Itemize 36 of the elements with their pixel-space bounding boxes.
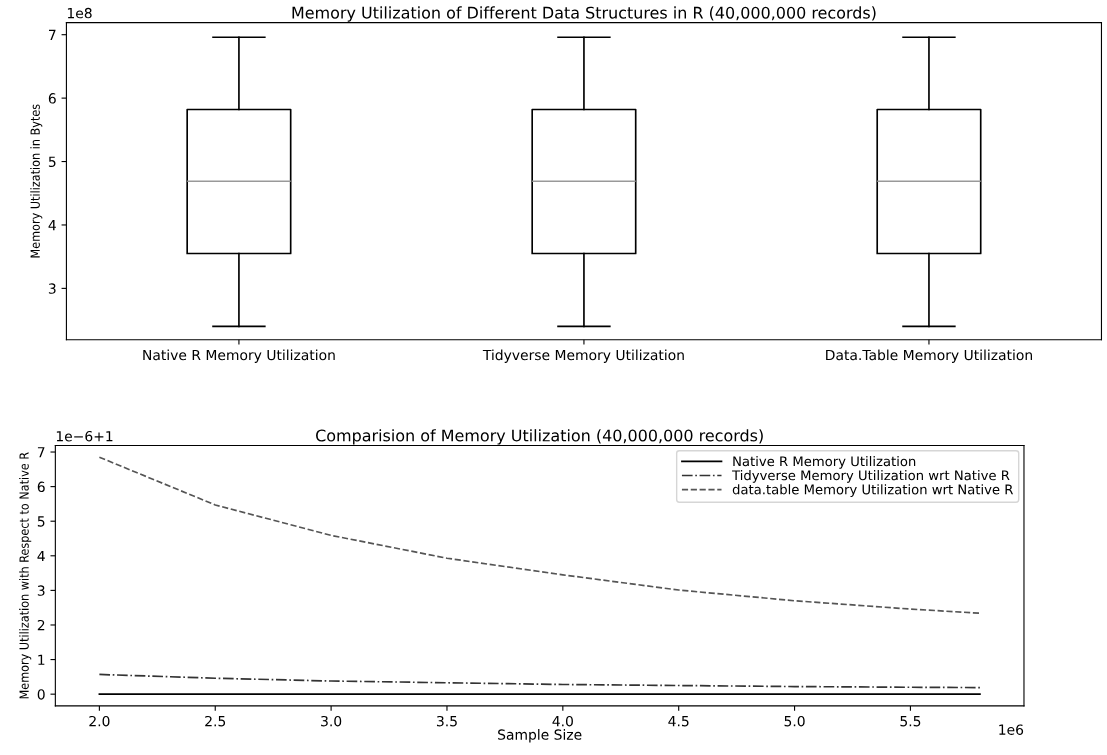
y-tick-label: 7 (37, 447, 45, 458)
y-tick-label: 4 (37, 550, 45, 562)
y-tick-label: 0 (37, 689, 45, 700)
x-tick-label: 2.5 (205, 715, 226, 727)
x-tick-label: 3.5 (436, 715, 457, 727)
x-tick-label: Data.Table Memory Utilization (826, 349, 1032, 363)
y-tick-label: 7 (49, 29, 56, 40)
y-axis-title: Memory Utilization with Respect to Native R (19, 452, 32, 699)
x-tick-label: Tidyverse Memory Utilization (482, 349, 684, 363)
text: 1e8 (67, 7, 92, 19)
legend-label: data.table Memory Utilization wrt Native R (732, 484, 1014, 497)
line-series (98, 673, 981, 689)
text: 1e6 (999, 724, 1024, 735)
y-tick-label: 6 (48, 93, 56, 104)
x-axis-title: Sample Size (498, 729, 582, 743)
x-tick-label: 2.0 (89, 715, 110, 727)
y-tick-label: 2 (37, 619, 45, 631)
x-tick-label: 4.0 (552, 715, 573, 727)
x-tick-label: Native R Memory Utilization (143, 349, 335, 363)
x-tick-label: 5.5 (900, 716, 921, 727)
x-tick-label: 4.5 (668, 716, 689, 727)
y-tick-label: 4 (48, 220, 56, 231)
x-tick-label: 3.0 (321, 715, 342, 727)
chart-title: Memory Utilization of Different Data Structures in R (40,000,000 records) (292, 6, 876, 22)
y-tick-label: 1 (38, 654, 45, 665)
y-tick-label: 6 (37, 481, 45, 493)
y-tick-label: 3 (48, 283, 56, 294)
y-tick-label: 3 (37, 585, 45, 596)
y-tick-label: 5 (48, 156, 56, 168)
x-tick-label: 5.0 (784, 715, 805, 727)
chart-title: Comparision of Memory Utilization (40,000,000 records) (316, 429, 763, 445)
legend-label: Tidyverse Memory Utilization wrt Native R (732, 470, 1010, 483)
y-axis-title: Memory Utilization in Bytes (30, 104, 43, 258)
y-tick-label: 5 (37, 516, 45, 527)
text: 1e−6+1 (56, 430, 113, 442)
legend-label: Native R Memory Utilization (733, 456, 916, 469)
